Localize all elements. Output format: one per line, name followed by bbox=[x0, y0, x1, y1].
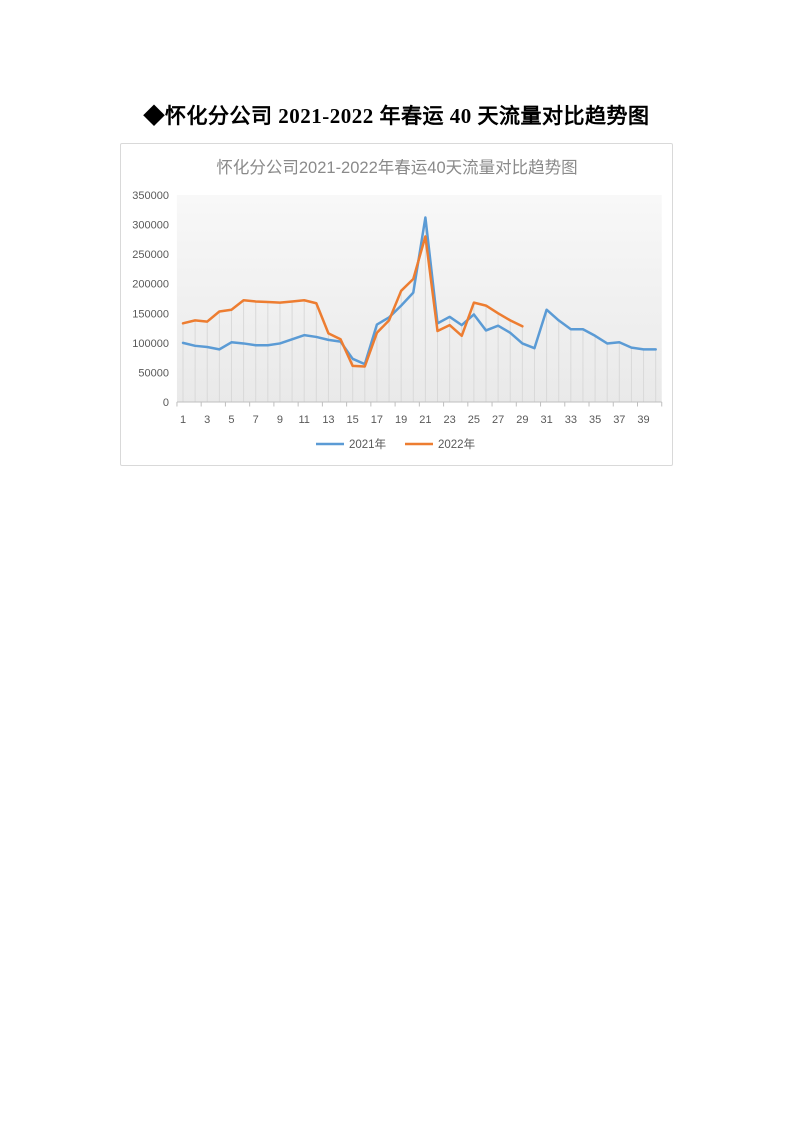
plot-area-background bbox=[176, 195, 662, 402]
y-axis-label: 200000 bbox=[132, 279, 169, 291]
line-chart-canvas: 0 50000 100000 150000 200000 250000 300000 3500… bbox=[132, 158, 663, 451]
y-axis-label: 350000 bbox=[132, 190, 169, 202]
y-axis-label: 50000 bbox=[138, 367, 169, 379]
x-axis-label: 39 bbox=[637, 414, 649, 426]
x-axis-label: 35 bbox=[589, 414, 601, 426]
x-axis-label: 5 bbox=[228, 414, 234, 426]
y-axis-label: 100000 bbox=[132, 338, 169, 350]
x-axis-label: 13 bbox=[322, 414, 334, 426]
chart-title: 怀化分公司2021-2022年春运40天流量对比趋势图 bbox=[216, 158, 577, 177]
legend-label-2021: 2021年 bbox=[349, 437, 386, 451]
embedded-chart[interactable]: 0 50000 100000 150000 200000 250000 300000 3500… bbox=[120, 143, 673, 466]
x-axis-label: 21 bbox=[419, 414, 431, 426]
legend-label-2022: 2022年 bbox=[438, 437, 475, 451]
x-axis-label: 27 bbox=[492, 414, 504, 426]
x-axis-label: 31 bbox=[540, 414, 552, 426]
x-axis-label: 7 bbox=[253, 414, 259, 426]
x-axis-label: 37 bbox=[613, 414, 625, 426]
y-axis-label: 0 bbox=[163, 397, 169, 409]
x-axis-label: 11 bbox=[298, 414, 309, 426]
x-axis-label: 29 bbox=[516, 414, 528, 426]
x-axis-label: 33 bbox=[565, 414, 577, 426]
x-axis-label: 1 bbox=[180, 414, 186, 426]
y-axis-label: 300000 bbox=[132, 220, 169, 232]
y-axis-label: 150000 bbox=[132, 308, 169, 320]
x-axis-label: 17 bbox=[371, 414, 383, 426]
document-heading: ◆怀化分公司 2021-2022 年春运 40 天流量对比趋势图 bbox=[143, 104, 650, 128]
series-line-2022 bbox=[181, 235, 524, 368]
x-axis-label: 3 bbox=[204, 414, 210, 426]
x-axis-label: 25 bbox=[468, 414, 480, 426]
y-axis-label: 250000 bbox=[132, 249, 169, 261]
x-axis-label: 23 bbox=[444, 414, 456, 426]
x-axis-label: 9 bbox=[277, 414, 283, 426]
x-axis-label: 19 bbox=[395, 414, 407, 426]
x-axis-label: 15 bbox=[347, 414, 359, 426]
